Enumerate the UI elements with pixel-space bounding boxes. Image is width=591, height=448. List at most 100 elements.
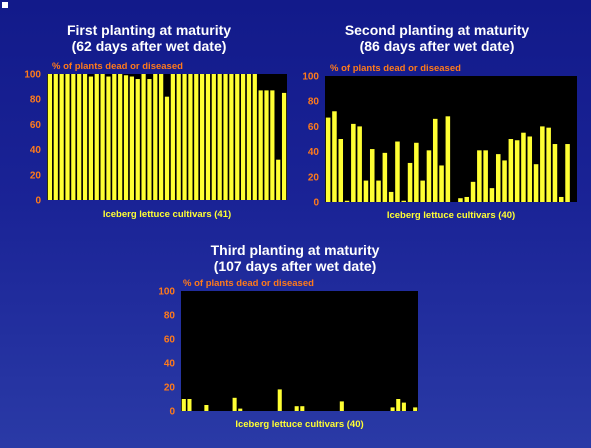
bar — [59, 74, 64, 200]
bar — [558, 196, 564, 202]
bar — [238, 408, 243, 411]
bar — [300, 406, 305, 411]
y-tick-label: 20 — [30, 170, 42, 181]
bar — [546, 127, 551, 202]
bar — [477, 150, 482, 202]
chart-3-title: Third planting at maturity (107 days aft… — [180, 242, 410, 274]
bar — [205, 74, 211, 200]
bar — [565, 144, 570, 202]
corner-marker — [2, 2, 8, 8]
chart-1-title-line: First planting at maturity — [66, 22, 232, 38]
bar — [232, 397, 237, 411]
chart-1-xlabel: Iceberg lettuce cultivars (41) — [102, 209, 232, 220]
bar — [281, 92, 287, 200]
bar — [502, 160, 507, 202]
y-tick-label: 60 — [308, 122, 320, 133]
bar — [426, 150, 432, 202]
y-tick-label: 0 — [313, 198, 319, 209]
bar — [88, 76, 94, 200]
y-tick-label: 80 — [164, 311, 176, 322]
bar — [258, 90, 263, 200]
bar — [338, 139, 344, 202]
bar — [100, 74, 105, 200]
bar — [351, 123, 356, 202]
chart-2-ylabel: % of plants dead or diseased — [330, 63, 461, 74]
bar — [363, 180, 369, 202]
bar — [147, 79, 152, 200]
y-tick-label: 0 — [35, 196, 41, 207]
bar — [223, 74, 228, 200]
bar — [483, 150, 488, 202]
bar — [246, 74, 252, 200]
bar — [294, 406, 299, 411]
bar — [204, 405, 209, 411]
chart-3-ylabel: % of plants dead or diseased — [183, 278, 314, 289]
bar — [235, 74, 240, 200]
bar — [71, 74, 76, 200]
bar — [489, 188, 495, 202]
bar — [527, 136, 533, 202]
bar — [508, 139, 514, 202]
y-tick-label: 40 — [164, 359, 176, 370]
bar — [200, 74, 205, 200]
bar — [82, 74, 88, 200]
y-tick-label: 100 — [158, 287, 175, 298]
bar — [325, 117, 331, 202]
bar — [540, 126, 545, 202]
chart-1-title: First planting at maturity (62 days afte… — [34, 22, 264, 54]
bar — [217, 74, 222, 200]
bar — [432, 118, 438, 202]
bar — [229, 74, 234, 200]
y-tick-label: 100 — [302, 72, 319, 83]
y-tick-label: 20 — [308, 172, 320, 183]
bar — [270, 90, 275, 200]
bar — [521, 132, 526, 202]
bar — [357, 126, 362, 202]
bar — [112, 74, 117, 200]
chart-3-title-line: Third planting at maturity — [210, 242, 380, 258]
bar — [395, 141, 400, 202]
chart-3-subtitle-line: (107 days after wet date) — [213, 258, 377, 274]
bar — [552, 144, 558, 202]
bar — [135, 79, 140, 200]
y-tick-label: 60 — [30, 120, 42, 131]
chart-1-ylabel: % of plants dead or diseased — [52, 61, 183, 72]
bar — [159, 74, 164, 200]
bar — [458, 198, 463, 202]
bar — [276, 159, 281, 200]
bar — [211, 74, 216, 200]
bar — [170, 74, 175, 200]
bar — [164, 96, 170, 200]
bar — [420, 180, 425, 202]
bar — [445, 116, 451, 202]
y-tick-label: 40 — [308, 147, 320, 158]
bar — [369, 149, 375, 202]
bar — [106, 76, 111, 200]
bar — [176, 74, 181, 200]
bar — [470, 181, 476, 202]
bar — [141, 74, 146, 200]
bar — [495, 154, 501, 202]
bar — [188, 74, 193, 200]
y-tick-label: 60 — [164, 335, 176, 346]
bar — [129, 76, 134, 200]
bar — [194, 74, 199, 200]
bar — [344, 200, 350, 202]
chart-2-subtitle-line: (86 days after wet date) — [359, 38, 515, 54]
bar — [153, 74, 158, 200]
bar — [240, 74, 246, 200]
chart-2-title: Second planting at maturity (86 days aft… — [322, 22, 552, 54]
bar — [123, 75, 129, 200]
bar — [388, 191, 394, 202]
bar — [264, 90, 269, 200]
bar — [181, 399, 186, 411]
bar — [514, 140, 520, 202]
bar — [390, 407, 395, 411]
bar — [332, 111, 337, 202]
bar — [407, 162, 413, 202]
bar — [77, 74, 82, 200]
chart-1-subtitle-line: (62 days after wet date) — [71, 38, 227, 54]
bar — [94, 74, 99, 200]
